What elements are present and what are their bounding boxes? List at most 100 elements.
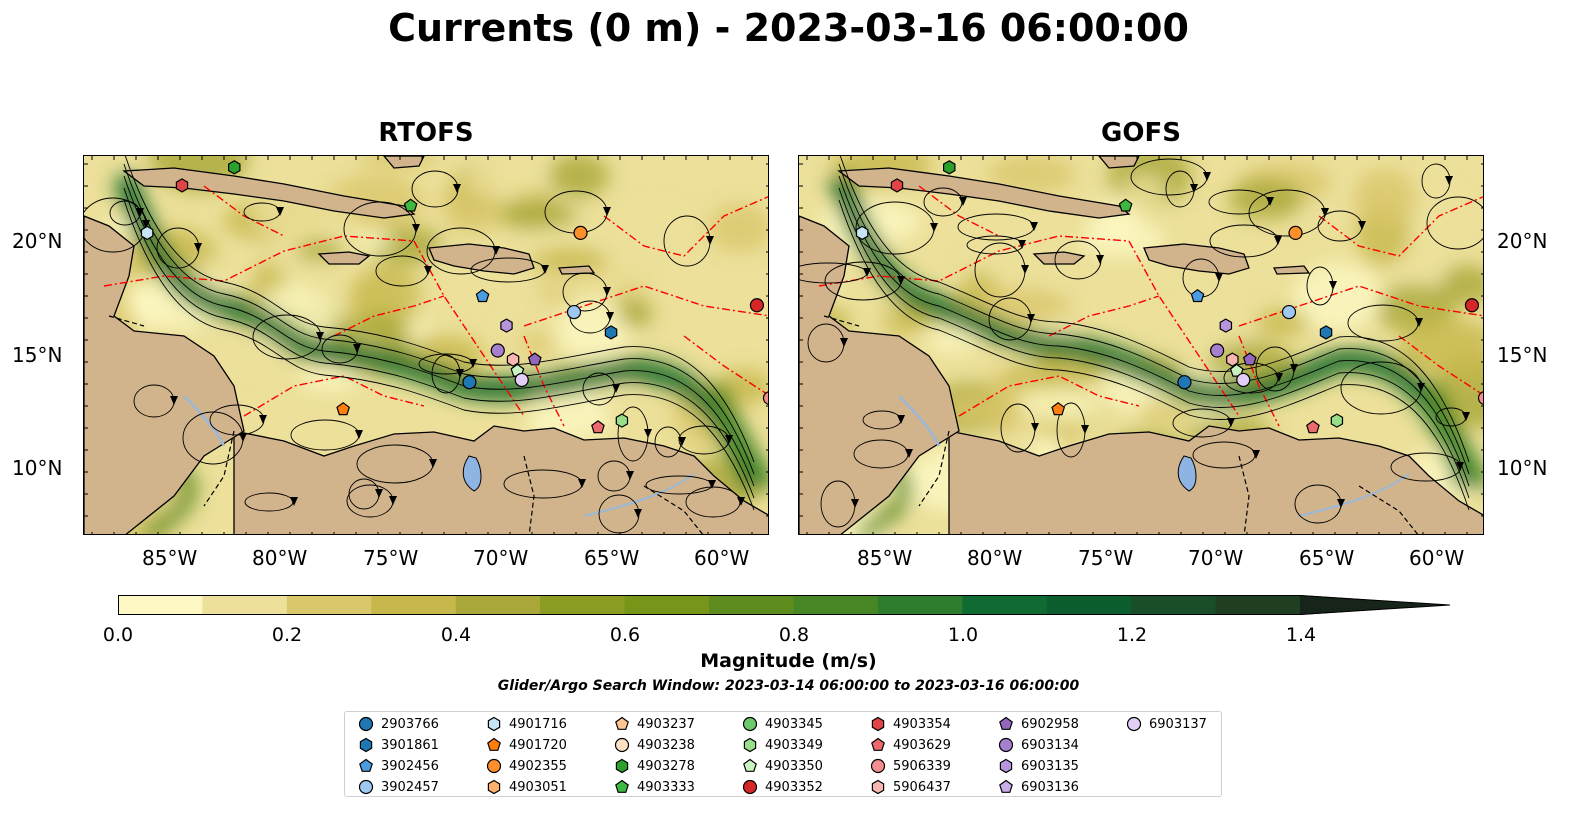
- colorbar-segment: [202, 595, 288, 615]
- float-marker-4903333: [403, 198, 418, 212]
- lat-tick-left: 15°N: [12, 343, 63, 367]
- land-mass: [799, 215, 960, 534]
- float-marker-5906437: [506, 352, 520, 367]
- legend-label: 4903349: [765, 737, 823, 753]
- lake-maracaibo: [462, 455, 482, 492]
- legend-item: 4903345: [741, 715, 823, 733]
- legend-item: 3901861: [357, 736, 439, 754]
- colorbar-segment: [793, 595, 879, 615]
- lat-tick-right: 15°N: [1497, 343, 1548, 367]
- legend-label: 5906339: [893, 758, 951, 774]
- legend-label: 6903135: [1021, 758, 1079, 774]
- colorbar-extend-arrow: [1300, 595, 1450, 615]
- land-mass: [122, 167, 416, 219]
- legend-label: 6903136: [1021, 779, 1079, 795]
- colorbar-segment: [1215, 595, 1301, 615]
- legend-marker: [358, 779, 374, 795]
- legend-label: 4903350: [765, 758, 823, 774]
- colorbar-tick: 0.8: [778, 624, 810, 646]
- lon-tick-gofs: 75°W: [1078, 546, 1134, 570]
- legend-marker: [743, 758, 757, 772]
- legend-marker: [742, 779, 758, 795]
- lon-tick-rtofs: 85°W: [142, 546, 198, 570]
- colorbar-tick: 0.2: [271, 624, 303, 646]
- float-marker-4903278: [943, 160, 956, 175]
- legend-marker: [999, 716, 1013, 730]
- float-marker-4903354: [175, 178, 189, 193]
- eez-boundary: [958, 375, 1140, 417]
- legend-item: 6903137: [1125, 715, 1207, 733]
- float-marker-5906437: [1226, 352, 1239, 367]
- colorbar-tick: 1.2: [1116, 624, 1148, 646]
- search-window-text: Glider/Argo Search Window: 2023-03-14 06…: [497, 678, 1080, 694]
- float-marker-3901861: [604, 325, 618, 340]
- lon-tick-gofs: 85°W: [857, 546, 913, 570]
- colorbar-tick: 1.4: [1285, 624, 1317, 646]
- float-marker-3902457: [566, 304, 582, 320]
- float-marker-2903766: [1177, 375, 1192, 390]
- eez-boundary: [1318, 196, 1483, 257]
- panel-title-gofs: GOFS: [1101, 118, 1181, 148]
- legend-label: 4902355: [509, 758, 567, 774]
- float-marker-4902355: [573, 225, 588, 241]
- legend-marker: [742, 716, 758, 732]
- eez-boundary: [333, 295, 445, 337]
- legend-marker: [359, 737, 373, 753]
- legend-label: 4903237: [637, 716, 695, 732]
- legend-label: 4903051: [509, 779, 567, 795]
- legend-marker: [487, 779, 501, 795]
- legend-marker: [486, 758, 502, 774]
- legend-item: 4903352: [741, 778, 823, 796]
- colorbar: [118, 595, 1450, 615]
- country-border: [108, 315, 145, 327]
- float-marker-4903278: [228, 160, 241, 175]
- float-marker-2903766: [462, 375, 477, 390]
- float-marker-6903134: [1210, 343, 1225, 358]
- country-border: [1238, 455, 1250, 534]
- float-marker-4903350: [1229, 363, 1244, 377]
- lon-tick-gofs: 80°W: [967, 546, 1023, 570]
- lon-tick-gofs: 65°W: [1299, 546, 1355, 570]
- colorbar-segment: [1046, 595, 1132, 615]
- legend-item: 4903333: [613, 778, 695, 796]
- figure-title: Currents (0 m) - 2023-03-16 06:00:00: [388, 6, 1189, 50]
- colorbar-tick: 0.0: [102, 624, 134, 646]
- land-mass: [1143, 243, 1250, 275]
- float-marker-3902456: [1190, 288, 1205, 303]
- colorbar-segment: [371, 595, 457, 615]
- float-legend: 2903766 3901861 3902456 3902457 4901716 49017…: [344, 711, 1222, 797]
- float-marker-3901861: [1319, 325, 1333, 340]
- legend-item: 6903136: [997, 778, 1079, 796]
- float-marker-4901716: [140, 225, 154, 241]
- colorbar-tick: 1.0: [947, 624, 979, 646]
- country-border: [643, 485, 704, 534]
- eez-boundary: [413, 240, 525, 417]
- land-mass: [84, 215, 245, 534]
- land-mass: [1032, 251, 1086, 265]
- river: [898, 395, 941, 447]
- legend-marker: [614, 737, 630, 753]
- eez-boundary: [683, 335, 768, 396]
- colorbar-segment: [709, 595, 794, 615]
- float-marker-5906339: [1477, 391, 1483, 405]
- lat-tick-left: 20°N: [12, 229, 63, 253]
- axis-ticks: [84, 156, 768, 534]
- legend-label: 4903629: [893, 737, 951, 753]
- float-marker-4903354: [890, 178, 904, 193]
- streamlines: [799, 156, 1483, 528]
- legend-item: 4903238: [613, 736, 695, 754]
- legend-item: 4901720: [485, 736, 567, 754]
- legend-marker: [871, 737, 885, 751]
- legend-label: 4901716: [509, 716, 567, 732]
- float-marker-6903134: [490, 343, 505, 358]
- country-border: [1358, 485, 1419, 534]
- lon-tick-gofs: 60°W: [1409, 546, 1465, 570]
- legend-label: 6903134: [1021, 737, 1079, 753]
- colorbar-segment: [540, 595, 626, 615]
- land-mass: [837, 167, 1131, 219]
- legend-marker: [487, 716, 501, 732]
- legend-item: 5906437: [869, 778, 951, 796]
- rtofs-map: [83, 155, 769, 535]
- panel-title-rtofs: RTOFS: [378, 118, 474, 148]
- colorbar-segment: [286, 595, 372, 615]
